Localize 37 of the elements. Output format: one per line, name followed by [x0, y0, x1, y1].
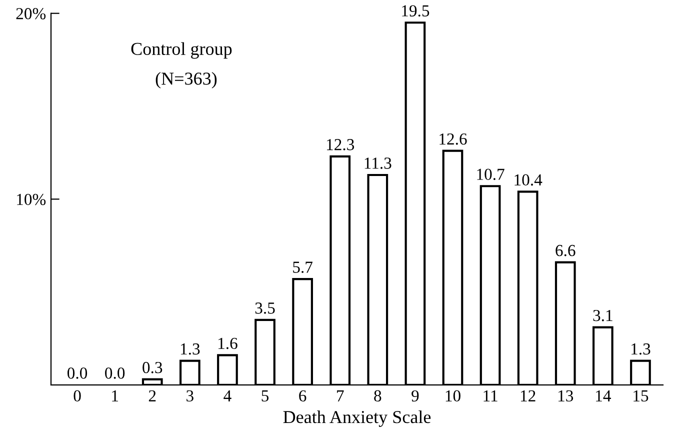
data-label: 1.3: [632, 343, 650, 355]
y-tick-label: 20%: [16, 8, 46, 20]
data-label: 5.7: [293, 262, 312, 273]
data-label: 19.5: [402, 5, 430, 17]
x-tick-label: 8: [374, 390, 382, 402]
x-tick-label: 9: [412, 390, 419, 402]
x-tick-label: 4: [224, 390, 232, 402]
x-tick-label: 3: [186, 390, 194, 402]
data-label: 3.1: [593, 310, 612, 322]
data-label: 12.6: [440, 133, 467, 145]
data-label: 11.3: [364, 158, 392, 169]
data-label: 0.3: [142, 362, 162, 374]
annotation: Control group: [131, 42, 232, 59]
data-label: 3.5: [255, 302, 275, 314]
data-label: 0.0: [105, 368, 125, 379]
x-tick-label: 12: [520, 390, 536, 402]
data-label: 12.3: [326, 139, 354, 150]
x-tick-label: 7: [337, 390, 344, 402]
annotation: (N=363): [156, 72, 217, 88]
x-tick-label: 0: [74, 390, 81, 402]
data-label: 1.3: [180, 343, 200, 355]
x-tick-label: 5: [262, 390, 269, 402]
y-tick-label: 10%: [17, 194, 46, 206]
data-label: 0.0: [68, 368, 88, 379]
x-tick-label: 6: [299, 390, 306, 402]
data-label: 6.6: [556, 244, 576, 256]
x-axis-title: Death Anxiety Scale: [283, 410, 431, 427]
data-label: 10.4: [514, 174, 542, 186]
x-tick-label: 15: [634, 390, 648, 402]
x-tick-label: 10: [446, 390, 460, 402]
x-tick-label: 13: [558, 390, 574, 402]
data-label: 10.7: [477, 168, 504, 180]
x-tick-label: 11: [484, 390, 498, 402]
data-label: 1.6: [218, 338, 238, 350]
x-tick-label: 2: [148, 390, 156, 402]
x-tick-label: 14: [596, 390, 611, 402]
x-tick-label: 1: [112, 390, 118, 402]
